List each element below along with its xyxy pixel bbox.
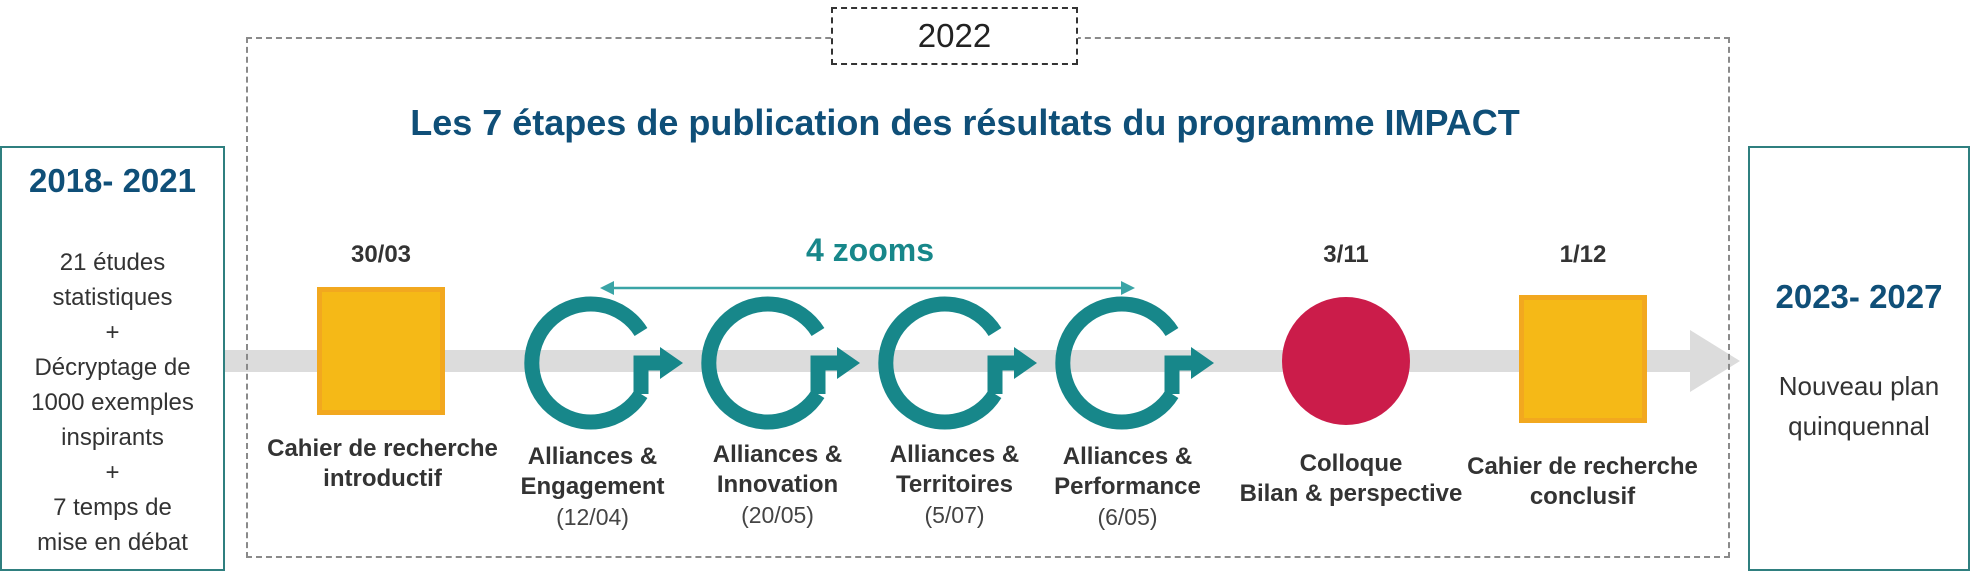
step-label: Alliances & Engagement: [505, 442, 680, 502]
left-line: Décryptage de: [34, 354, 191, 381]
step-label: Alliances & Innovation: [690, 440, 865, 500]
step-label: Alliances & Performance: [1040, 442, 1215, 502]
step-label-line: Engagement: [520, 473, 665, 500]
zooms-span-arrow: [600, 281, 1135, 295]
step-label-line: Innovation: [716, 471, 839, 498]
step-date: 3/11: [1323, 241, 1369, 268]
step-label-line: Colloque: [1299, 450, 1403, 477]
step-sub: (6/05): [1097, 504, 1158, 530]
step-label: Alliances & Territoires: [867, 440, 1042, 500]
cycle-arrow-icon: [532, 304, 683, 422]
step-label-line: conclusif: [1529, 483, 1636, 510]
step-label-line: Bilan & perspective: [1239, 480, 1463, 507]
year-tag: 2022: [831, 7, 1078, 65]
left-line: +: [105, 459, 120, 486]
left-line: mise en débat: [37, 529, 188, 556]
left-line: +: [105, 319, 120, 346]
step-label-line: Alliances &: [1062, 443, 1193, 470]
red-circle-icon: [1282, 297, 1410, 425]
cycle-arrow-icon: [1063, 304, 1214, 422]
left-panel: 2018- 2021 21 études statistiques + Décr…: [0, 146, 225, 571]
yellow-square-icon: [1519, 295, 1647, 423]
right-line: Nouveau plan: [1778, 371, 1940, 401]
zooms-label: 4 zooms: [805, 232, 935, 268]
step-label-line: Cahier de recherche: [267, 435, 498, 462]
step-sub: (12/04): [556, 504, 629, 530]
left-line: 7 temps de: [53, 494, 172, 521]
step-label-line: Cahier de recherche: [1467, 453, 1698, 480]
step-label-line: introductif: [323, 465, 442, 492]
left-line: statistiques: [52, 284, 173, 311]
right-line: quinquennal: [1788, 411, 1930, 441]
left-line: 1000 exemples: [31, 389, 194, 416]
step-label-line: Performance: [1054, 473, 1201, 500]
step-label-line: Alliances &: [889, 441, 1020, 468]
left-panel-text: 21 études statistiques + Décryptage de 1…: [2, 245, 223, 560]
main-title: Les 7 étapes de publication des résultat…: [410, 102, 1520, 143]
right-panel-title: 2023- 2027: [1775, 278, 1943, 315]
right-panel: 2023- 2027 Nouveau plan quinquennal: [1748, 146, 1970, 571]
step-label-line: Territoires: [896, 471, 1013, 498]
step-sub: (5/07): [924, 502, 985, 528]
right-panel-text: Nouveau plan quinquennal: [1750, 366, 1968, 446]
left-panel-title: 2018- 2021: [29, 162, 196, 199]
step-label-line: Alliances &: [712, 441, 843, 468]
step-date: 1/12: [1559, 241, 1607, 268]
left-line: 21 études: [59, 249, 166, 276]
cycle-arrow-icon: [886, 304, 1037, 422]
step-date: 30/03: [350, 241, 412, 268]
step-sub: (20/05): [741, 502, 814, 528]
step-label-line: Alliances &: [527, 443, 658, 470]
cycle-arrow-icon: [709, 304, 860, 422]
step-label: Cahier de recherche conclusif: [1450, 452, 1715, 512]
left-line: inspirants: [61, 424, 164, 451]
yellow-square-icon: [317, 287, 445, 415]
step-label: Cahier de recherche introductif: [240, 434, 525, 494]
step-label: Colloque Bilan & perspective: [1220, 449, 1482, 509]
